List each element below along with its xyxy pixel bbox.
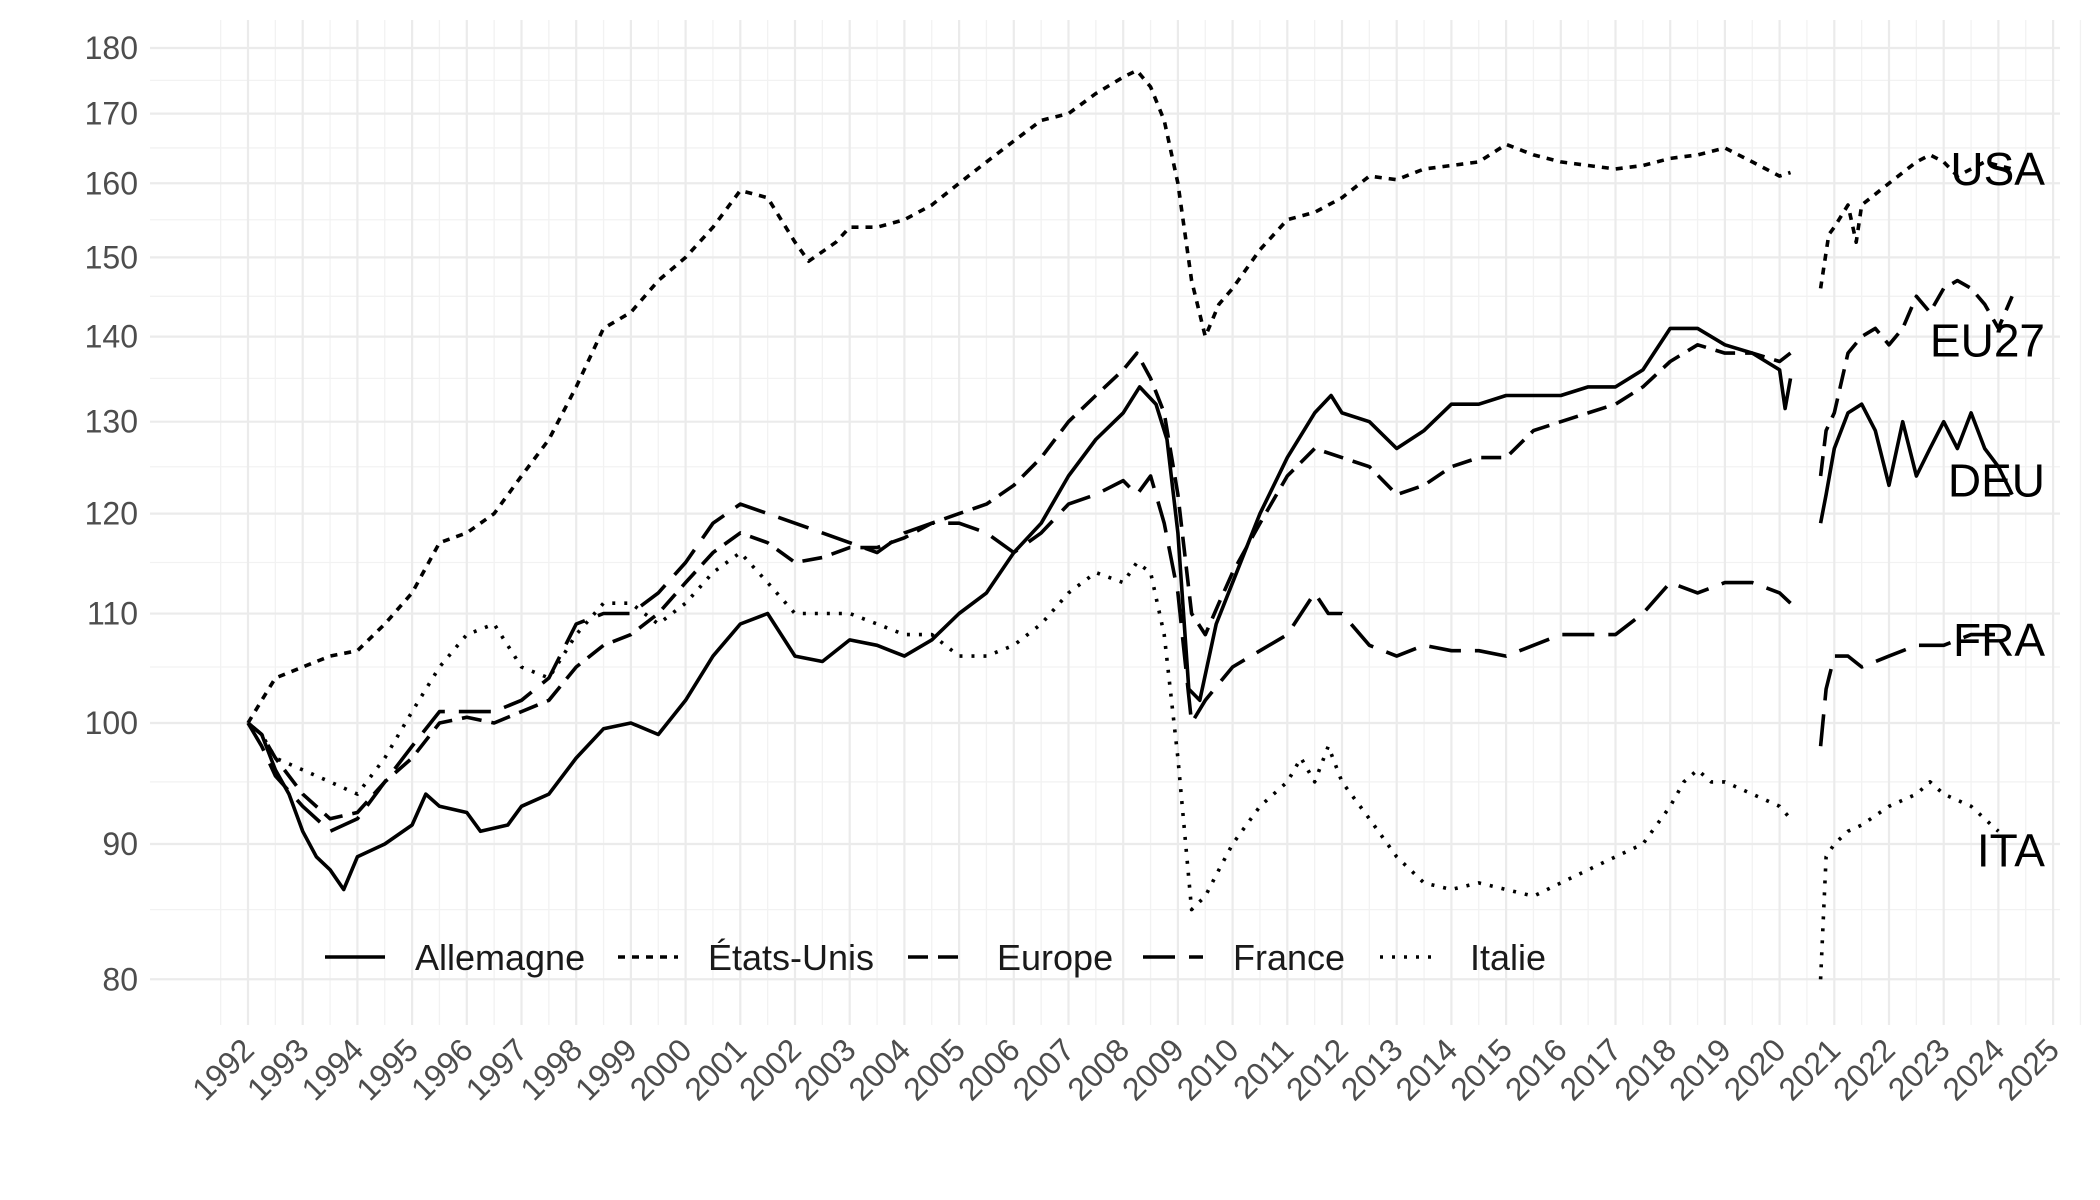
x-tick-label: 1999 (568, 1031, 644, 1107)
x-tick-label: 2008 (1060, 1031, 1136, 1107)
legend-item: France (1143, 937, 1345, 978)
x-tick-label: 2024 (1936, 1031, 2012, 1107)
x-tick-label: 1997 (459, 1031, 535, 1107)
x-tick-label: 2017 (1553, 1031, 1629, 1107)
x-axis-ticks: 1992199319941995199619971998199920002001… (185, 1031, 2066, 1107)
y-tick-label: 130 (85, 404, 138, 440)
series-line-3-seg-0 (246, 474, 1792, 834)
x-tick-label: 2025 (1990, 1031, 2066, 1107)
y-tick-label: 110 (87, 596, 138, 632)
x-tick-label: 2014 (1389, 1031, 1465, 1107)
series-end-label: DEU (1948, 455, 2045, 507)
x-tick-label: 2020 (1717, 1031, 1793, 1107)
x-tick-label: 1993 (240, 1031, 316, 1107)
legend-item: Allemagne (325, 937, 585, 978)
x-tick-label: 1994 (295, 1031, 371, 1107)
y-tick-label: 100 (85, 705, 138, 741)
y-tick-label: 120 (85, 496, 138, 532)
legend-label: France (1233, 937, 1345, 978)
legend: Allemagne États-Unis Europe France Italie (325, 937, 1546, 978)
x-tick-label: 2002 (732, 1031, 808, 1107)
major-gridlines (150, 20, 2060, 1025)
y-tick-label: 150 (85, 239, 138, 275)
minor-gridlines (150, 20, 2082, 1025)
series-line-4-seg-1 (1818, 780, 2000, 980)
y-tick-label: 140 (85, 319, 138, 355)
x-tick-label: 2013 (1334, 1031, 1410, 1107)
legend-label: Europe (997, 937, 1113, 978)
x-tick-label: 2018 (1607, 1031, 1683, 1107)
series-line-1-seg-1 (1818, 153, 2013, 289)
legend-item: Europe (908, 937, 1113, 978)
y-axis-ticks: 80 90 100 110 120 130 140 150 160 170 180 (85, 30, 138, 997)
series-line-0-seg-1 (1818, 402, 2014, 524)
x-tick-label: 2007 (1006, 1031, 1082, 1107)
x-tick-label: 2015 (1443, 1031, 1519, 1107)
x-tick-label: 1995 (349, 1031, 425, 1107)
series-end-label: EU27 (1930, 315, 2045, 367)
x-tick-label: 2004 (842, 1031, 918, 1107)
x-tick-label: 2005 (896, 1031, 972, 1107)
x-tick-label: 2023 (1881, 1031, 1957, 1107)
legend-label: Allemagne (415, 937, 585, 978)
y-tick-label: 160 (85, 165, 138, 201)
y-tick-label: 180 (85, 30, 138, 66)
legend-item: Italie (1380, 937, 1546, 978)
x-tick-label: 2016 (1498, 1031, 1574, 1107)
legend-label: États-Unis (708, 937, 874, 978)
series-line-2-seg-1 (1818, 278, 2014, 477)
x-tick-label: 2010 (1170, 1031, 1246, 1107)
x-tick-label: 2000 (623, 1031, 699, 1107)
x-tick-label: 1992 (185, 1031, 261, 1107)
x-tick-label: 2006 (951, 1031, 1027, 1107)
series-end-label: USA (1950, 143, 2045, 195)
series-end-labels: DEU USA EU27 FRA ITA (1930, 143, 2045, 876)
x-tick-label: 1998 (513, 1031, 589, 1107)
series-end-label: ITA (1977, 824, 2045, 876)
x-tick-label: 2012 (1279, 1031, 1355, 1107)
x-tick-label: 2019 (1662, 1031, 1738, 1107)
x-tick-label: 2009 (1115, 1031, 1191, 1107)
series-line-4-seg-0 (246, 550, 1792, 912)
series-line-2-seg-0 (246, 343, 1792, 821)
y-tick-label: 80 (102, 961, 138, 997)
y-tick-label: 170 (85, 96, 138, 132)
x-tick-label: 1996 (404, 1031, 480, 1107)
y-tick-label: 90 (102, 826, 138, 862)
legend-label: Italie (1470, 937, 1546, 978)
legend-item: États-Unis (618, 937, 874, 978)
x-tick-label: 2011 (1226, 1031, 1300, 1105)
series-lines (246, 68, 2014, 980)
x-tick-label: 2022 (1826, 1031, 1902, 1107)
x-tick-label: 2003 (787, 1031, 863, 1107)
series-line-3-seg-1 (1818, 632, 1999, 747)
x-tick-label: 2001 (677, 1031, 753, 1107)
x-tick-label: 2021 (1771, 1031, 1847, 1107)
series-line-0-seg-0 (246, 326, 1793, 892)
series-end-label: FRA (1953, 614, 2045, 666)
